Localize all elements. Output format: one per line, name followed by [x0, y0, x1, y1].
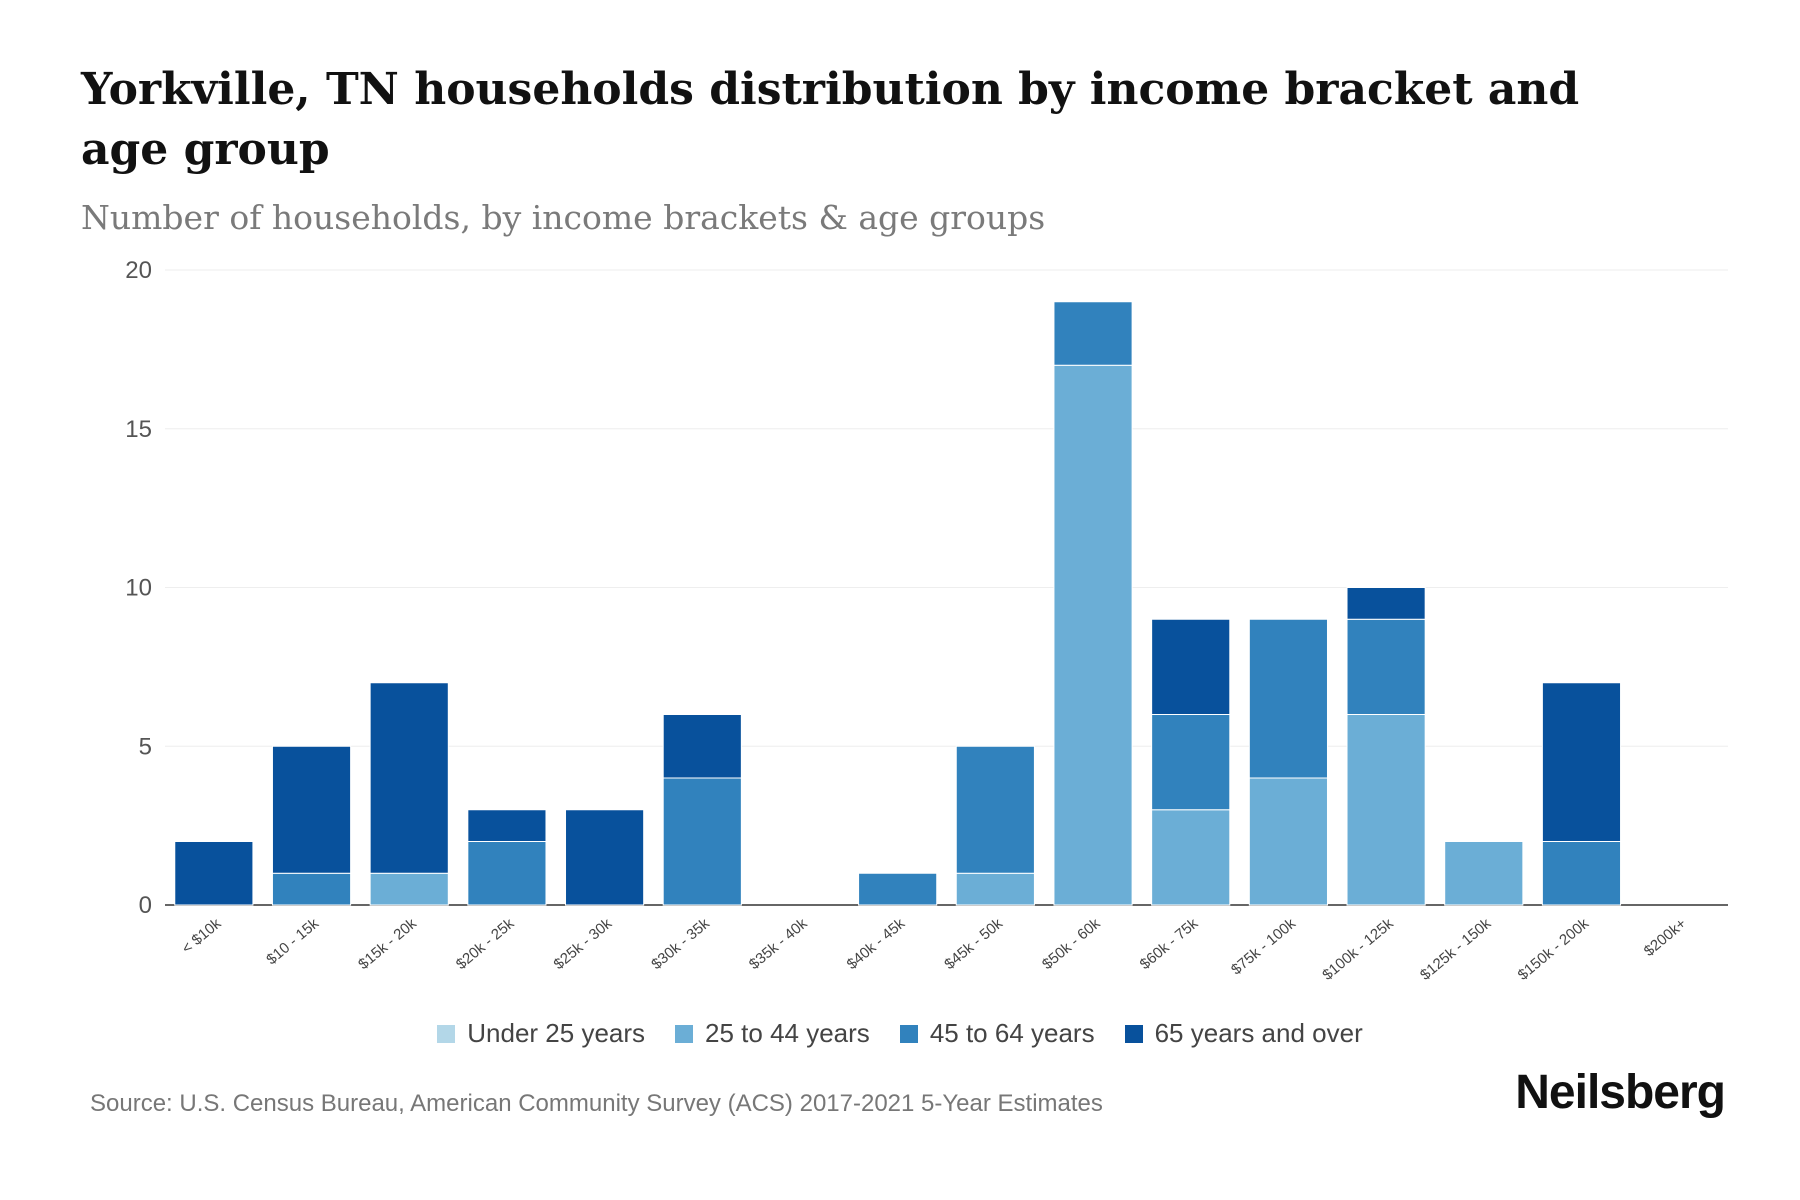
bar-segment-age-25-44[interactable] — [955, 872, 1035, 906]
x-tick-label: $125k - 150k — [1417, 915, 1495, 984]
legend-swatch — [899, 1024, 918, 1043]
bar-segment-age-65-over[interactable] — [662, 714, 742, 779]
x-tick-label: $200k+ — [1641, 915, 1690, 960]
bars — [174, 301, 1622, 906]
x-tick-label: < $10k — [179, 915, 225, 958]
x-tick-label: $15k - 20k — [355, 915, 420, 973]
legend-label: Under 25 years — [467, 1018, 646, 1048]
x-tick-label: $50k - 60k — [1039, 915, 1104, 973]
bar-segment-age-45-64[interactable] — [1151, 714, 1231, 811]
chart-title: Yorkville, TN households distribution by… — [81, 64, 1580, 175]
y-tick-label: 0 — [139, 892, 152, 919]
legend-swatch — [1124, 1024, 1143, 1043]
bar-segment-age-45-64[interactable] — [858, 872, 938, 906]
x-tick-label: $75k - 100k — [1228, 915, 1299, 979]
bar-segment-age-45-64[interactable] — [955, 745, 1035, 874]
x-tick-label: $60k - 75k — [1137, 915, 1202, 973]
x-tick-label: $150k - 200k — [1515, 915, 1593, 984]
bar-segment-age-65-over[interactable] — [174, 841, 254, 906]
bar-segment-age-45-64[interactable] — [1053, 301, 1133, 366]
chart-subtitle: Number of households, by income brackets… — [81, 198, 1046, 237]
bar-segment-age-25-44[interactable] — [1346, 714, 1426, 906]
bar-segment-age-65-over[interactable] — [1151, 618, 1231, 715]
x-tick-label: $20k - 25k — [453, 915, 518, 973]
legend: Under 25 years 25 to 44 years 45 to 64 y… — [0, 1018, 1800, 1049]
y-tick-label: 20 — [125, 257, 152, 284]
x-tick-label: $30k - 35k — [648, 915, 713, 973]
legend-label: 65 years and over — [1154, 1018, 1363, 1048]
bar-segment-age-25-44[interactable] — [1053, 364, 1133, 906]
bar-segment-age-25-44[interactable] — [1248, 777, 1328, 906]
bar-segment-age-65-over[interactable] — [565, 809, 645, 906]
legend-item-under-25[interactable]: Under 25 years — [437, 1018, 645, 1049]
bar-segment-age-45-64[interactable] — [1541, 841, 1622, 906]
bar-segment-age-25-44[interactable] — [1151, 809, 1231, 906]
legend-swatch — [675, 1024, 694, 1043]
legend-item-45-64[interactable]: 45 to 64 years — [899, 1018, 1095, 1049]
legend-item-65-over[interactable]: 65 years and over — [1124, 1018, 1363, 1049]
x-tick-label: $25k - 30k — [551, 915, 616, 973]
bar-segment-age-65-over[interactable] — [467, 809, 547, 842]
bar-segment-age-65-over[interactable] — [271, 745, 352, 874]
x-tick-label: $45k - 50k — [941, 915, 1006, 973]
bar-segment-age-65-over[interactable] — [1346, 587, 1426, 620]
x-tick-label: $100k - 125k — [1319, 915, 1397, 984]
brand-logo: Neilsberg — [1515, 1066, 1726, 1119]
y-tick-label: 15 — [125, 416, 152, 443]
x-tick-label: $10 - 15k — [263, 915, 322, 969]
bar-segment-age-45-64[interactable] — [467, 841, 547, 906]
x-tick-label: $35k - 40k — [746, 915, 811, 973]
bar-segment-age-45-64[interactable] — [271, 872, 352, 906]
bar-segment-age-45-64[interactable] — [662, 777, 742, 906]
y-tick-label: 10 — [125, 575, 152, 602]
bar-segment-age-45-64[interactable] — [1346, 618, 1426, 715]
bar-segment-age-65-over[interactable] — [1541, 682, 1622, 842]
bar-segment-age-25-44[interactable] — [1444, 841, 1524, 906]
legend-label: 45 to 64 years — [929, 1018, 1095, 1048]
legend-item-25-44[interactable]: 25 to 44 years — [675, 1018, 870, 1049]
x-tick-label: $40k - 45k — [844, 915, 909, 973]
source-note: Source: U.S. Census Bureau, American Com… — [90, 1090, 1103, 1117]
stacked-bar-chart: 0 5 10 15 20 < $10k $10 - 15k $15k - 20k $20k - … — [125, 257, 1728, 984]
y-tick-label: 5 — [139, 733, 152, 760]
bar-segment-age-25-44[interactable] — [369, 872, 449, 906]
bar-segment-age-65-over[interactable] — [369, 682, 449, 874]
legend-label: 25 to 44 years — [705, 1018, 870, 1048]
legend-swatch — [437, 1024, 456, 1043]
bar-segment-age-45-64[interactable] — [1248, 618, 1328, 779]
